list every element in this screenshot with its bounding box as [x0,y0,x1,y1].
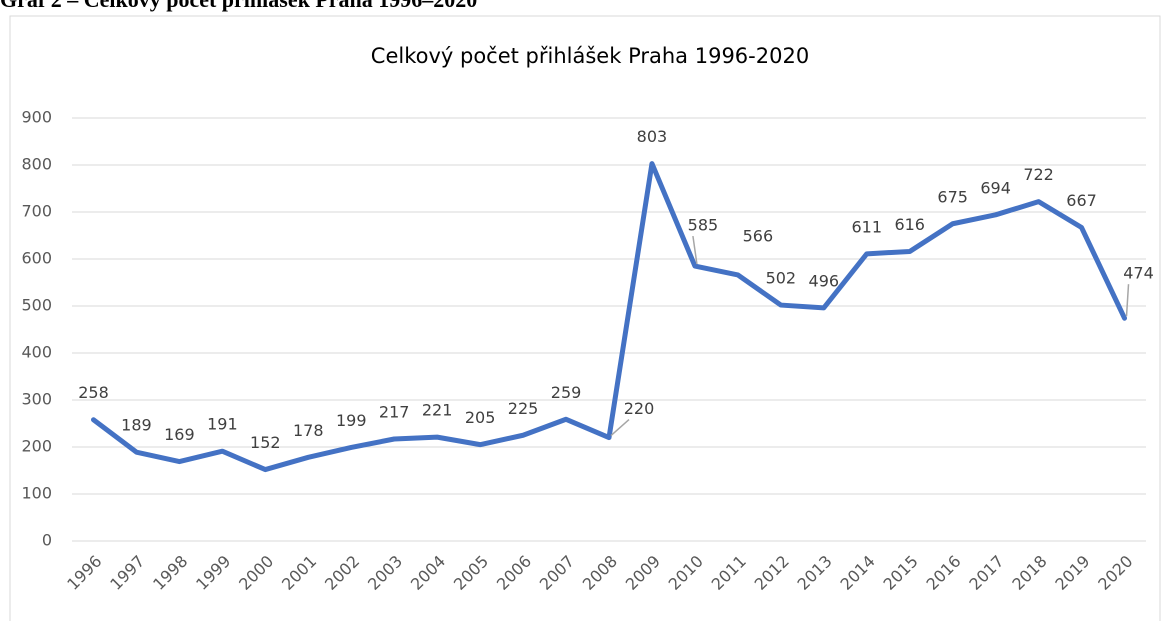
leader-line [1125,284,1130,317]
y-tick-label: 300 [21,390,52,409]
data-label: 258 [78,383,109,402]
chart-title: Celkový počet přihlášek Praha 1996-2020 [371,44,809,68]
data-label: 221 [422,401,453,420]
data-label: 152 [250,433,281,452]
leader-line [610,419,630,437]
y-tick-label: 0 [42,531,52,550]
data-label: 675 [937,187,968,206]
data-label: 220 [624,399,655,418]
data-label: 566 [743,226,774,245]
data-label: 191 [207,415,238,434]
data-label: 178 [293,421,324,440]
data-label: 585 [688,216,719,235]
y-tick-label: 500 [21,296,52,315]
y-tick-label: 800 [21,155,52,174]
y-tick-label: 900 [21,108,52,127]
chart-frame [9,15,1161,621]
data-label: 667 [1066,191,1097,210]
data-label: 502 [766,269,797,288]
y-tick-label: 600 [21,249,52,268]
data-label: 189 [121,416,152,435]
data-label: 803 [637,127,668,146]
y-tick-label: 700 [21,202,52,221]
y-tick-label: 400 [21,343,52,362]
data-label: 496 [809,271,840,290]
line [90,161,1128,473]
data-label: 259 [551,383,582,402]
data-label: 611 [851,217,882,236]
data-label: 169 [164,425,195,444]
data-label: 474 [1123,264,1154,283]
y-tick-label: 100 [21,484,52,503]
data-label: 217 [379,403,410,422]
data-label: 205 [465,408,496,427]
data-label: 694 [980,178,1011,197]
data-label: 616 [894,215,925,234]
data-label: 199 [336,411,367,430]
data-label: 722 [1023,165,1054,184]
leader-line [692,235,698,265]
caption: Graf 2 – Celkový počet přihlášek Praha 1… [0,0,477,12]
y-tick-label: 200 [21,437,52,456]
data-label: 225 [508,399,539,418]
